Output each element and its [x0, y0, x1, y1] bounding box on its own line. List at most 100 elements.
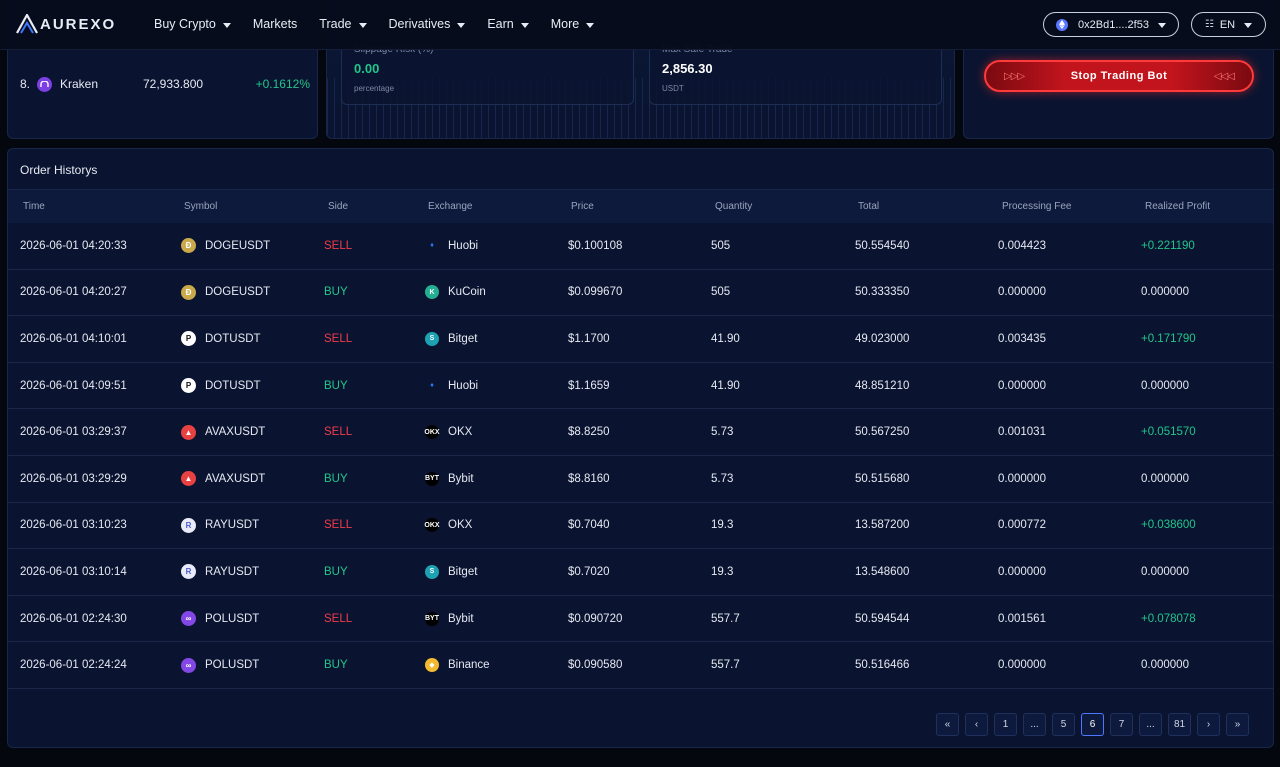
cell-quantity: 5.73 — [711, 426, 734, 439]
symbol-text: AVAXUSDT — [205, 472, 266, 485]
raydium-icon: R — [181, 564, 196, 580]
col-quantity: Quantity — [715, 201, 753, 212]
order-history-panel: Order Historys Time Symbol Side Exchange… — [7, 148, 1274, 748]
exchange-text: Bitget — [448, 332, 478, 345]
cell-time: 2026-06-01 03:29:29 — [20, 472, 127, 485]
nav-label: Trade — [319, 17, 352, 31]
doge-coin-icon: Ð — [181, 238, 196, 254]
avalanche-icon: ▲ — [181, 424, 196, 440]
cell-total: 50.567250 — [855, 426, 910, 439]
pagination-button[interactable]: › — [1197, 713, 1220, 736]
cell-quantity: 5.73 — [711, 472, 734, 485]
cell-time: 2026-06-01 04:20:27 — [20, 286, 127, 299]
cell-total: 48.851210 — [855, 379, 910, 392]
table-row[interactable]: 2026-06-01 02:24:30 ∞ POLUSDT SELL BYT B… — [8, 596, 1273, 643]
cell-exchange: BYT Bybit — [425, 611, 474, 626]
language-selector[interactable]: ☷ EN — [1191, 12, 1266, 37]
kucoin-icon: K — [425, 285, 439, 300]
col-total: Total — [858, 201, 880, 212]
table-row[interactable]: 2026-06-01 03:29:29 ▲ AVAXUSDT BUY BYT B… — [8, 456, 1273, 503]
table-row[interactable]: 2026-06-01 03:10:23 R RAYUSDT SELL OKX O… — [8, 503, 1273, 550]
nav-markets[interactable]: Markets — [253, 17, 297, 31]
cell-profit: +0.078078 — [1141, 612, 1196, 625]
nav-earn[interactable]: Earn — [487, 17, 529, 31]
nav-derivatives[interactable]: Derivatives — [389, 17, 466, 31]
exchange-rank: 8. — [20, 77, 31, 91]
wallet-address: 0x2Bd1....2f53 — [1078, 18, 1149, 31]
pagination-ellipsis: ... — [1023, 713, 1046, 736]
cell-side: SELL — [324, 519, 353, 532]
logo[interactable]: AUREXO — [16, 14, 116, 34]
cell-price: $1.1659 — [568, 379, 610, 392]
caret-down-icon — [358, 22, 367, 28]
cell-time: 2026-06-01 02:24:24 — [20, 659, 127, 672]
exchange-text: Bitget — [448, 565, 478, 578]
cell-fee: 0.000772 — [998, 519, 1046, 532]
pagination-button[interactable]: ‹ — [965, 713, 988, 736]
exchange-name: Kraken — [60, 77, 99, 91]
cell-time: 2026-06-01 03:10:23 — [20, 519, 127, 532]
cell-symbol: ∞ POLUSDT — [181, 611, 260, 627]
cell-side: SELL — [324, 239, 353, 252]
cell-price: $0.7040 — [568, 519, 610, 532]
cell-quantity: 505 — [711, 239, 731, 252]
pagination-button[interactable]: 5 — [1052, 713, 1075, 736]
nav-label: Markets — [252, 17, 298, 31]
pagination-button[interactable]: 81 — [1168, 713, 1191, 736]
cell-quantity: 505 — [711, 286, 731, 299]
table-row[interactable]: 2026-06-01 04:20:33 Ð DOGEUSDT SELL ♦ Hu… — [8, 223, 1273, 270]
cell-side: BUY — [324, 565, 348, 578]
cell-profit: 0.000000 — [1141, 659, 1189, 672]
table-row[interactable]: 2026-06-01 04:20:27 Ð DOGEUSDT BUY K KuC… — [8, 270, 1273, 317]
table-row[interactable]: 2026-06-01 03:29:37 ▲ AVAXUSDT SELL OKX … — [8, 409, 1273, 456]
cell-symbol: ▲ AVAXUSDT — [181, 424, 265, 440]
wallet-address-button[interactable]: 0x2Bd1....2f53 — [1043, 12, 1179, 37]
kraken-icon — [37, 76, 52, 92]
cell-symbol: R RAYUSDT — [181, 517, 260, 533]
ethereum-icon — [1056, 18, 1069, 31]
order-history-title: Order Historys — [20, 163, 98, 177]
nav-label: Derivatives — [388, 17, 451, 31]
pagination-button[interactable]: 7 — [1110, 713, 1133, 736]
pagination-button[interactable]: 1 — [994, 713, 1017, 736]
cell-quantity: 19.3 — [711, 519, 734, 532]
doge-coin-icon: Ð — [181, 284, 196, 300]
nav-more[interactable]: More — [550, 17, 595, 31]
pagination-button[interactable]: « — [936, 713, 959, 736]
cell-side: SELL — [324, 612, 353, 625]
cell-profit: 0.000000 — [1141, 286, 1189, 299]
table-row[interactable]: 2026-06-01 02:24:24 ∞ POLUSDT BUY ◆ Bina… — [8, 642, 1273, 689]
nav-label: More — [550, 17, 580, 31]
cell-exchange: K KuCoin — [425, 285, 486, 300]
symbol-text: POLUSDT — [205, 612, 260, 625]
pagination-button[interactable]: 6 — [1081, 713, 1104, 736]
symbol-text: RAYUSDT — [205, 519, 260, 532]
table-row[interactable]: 2026-06-01 04:09:51 P DOTUSDT BUY ♦ Huob… — [8, 363, 1273, 410]
pagination-button[interactable]: » — [1226, 713, 1249, 736]
nav-buy-crypto[interactable]: Buy Crypto — [154, 17, 231, 31]
cell-profit: 0.000000 — [1141, 379, 1189, 392]
cell-total: 13.587200 — [855, 519, 910, 532]
cell-symbol: R RAYUSDT — [181, 564, 260, 580]
cell-symbol: Ð DOGEUSDT — [181, 238, 270, 254]
table-row[interactable]: 2026-06-01 03:10:14 R RAYUSDT BUY S Bitg… — [8, 549, 1273, 596]
col-processing-fee: Processing Fee — [1002, 201, 1072, 212]
exchange-change: +0.1612% — [255, 77, 310, 91]
caret-down-icon — [520, 22, 529, 28]
table-row[interactable]: 2026-06-01 04:10:01 P DOTUSDT SELL S Bit… — [8, 316, 1273, 363]
cell-fee: 0.000000 — [998, 286, 1046, 299]
cell-exchange: OKX OKX — [424, 518, 472, 533]
translate-icon: ☷ — [1204, 19, 1214, 30]
table-body: 2026-06-01 04:20:33 Ð DOGEUSDT SELL ♦ Hu… — [8, 223, 1273, 689]
nav-trade[interactable]: Trade — [319, 17, 367, 31]
symbol-text: RAYUSDT — [205, 565, 260, 578]
symbol-text: DOTUSDT — [205, 379, 261, 392]
nav-label: Earn — [487, 17, 514, 31]
exchange-ranking-row[interactable]: 8. Kraken 72,933.800 +0.1612% — [20, 73, 310, 95]
cell-exchange: S Bitget — [425, 564, 478, 579]
stop-trading-bot-button[interactable]: ▷▷▷ Stop Trading Bot ◁◁◁ — [984, 60, 1254, 92]
caret-down-icon — [586, 22, 595, 28]
cell-side: SELL — [324, 332, 353, 345]
symbol-text: POLUSDT — [205, 659, 260, 672]
caret-down-icon — [1157, 23, 1166, 28]
